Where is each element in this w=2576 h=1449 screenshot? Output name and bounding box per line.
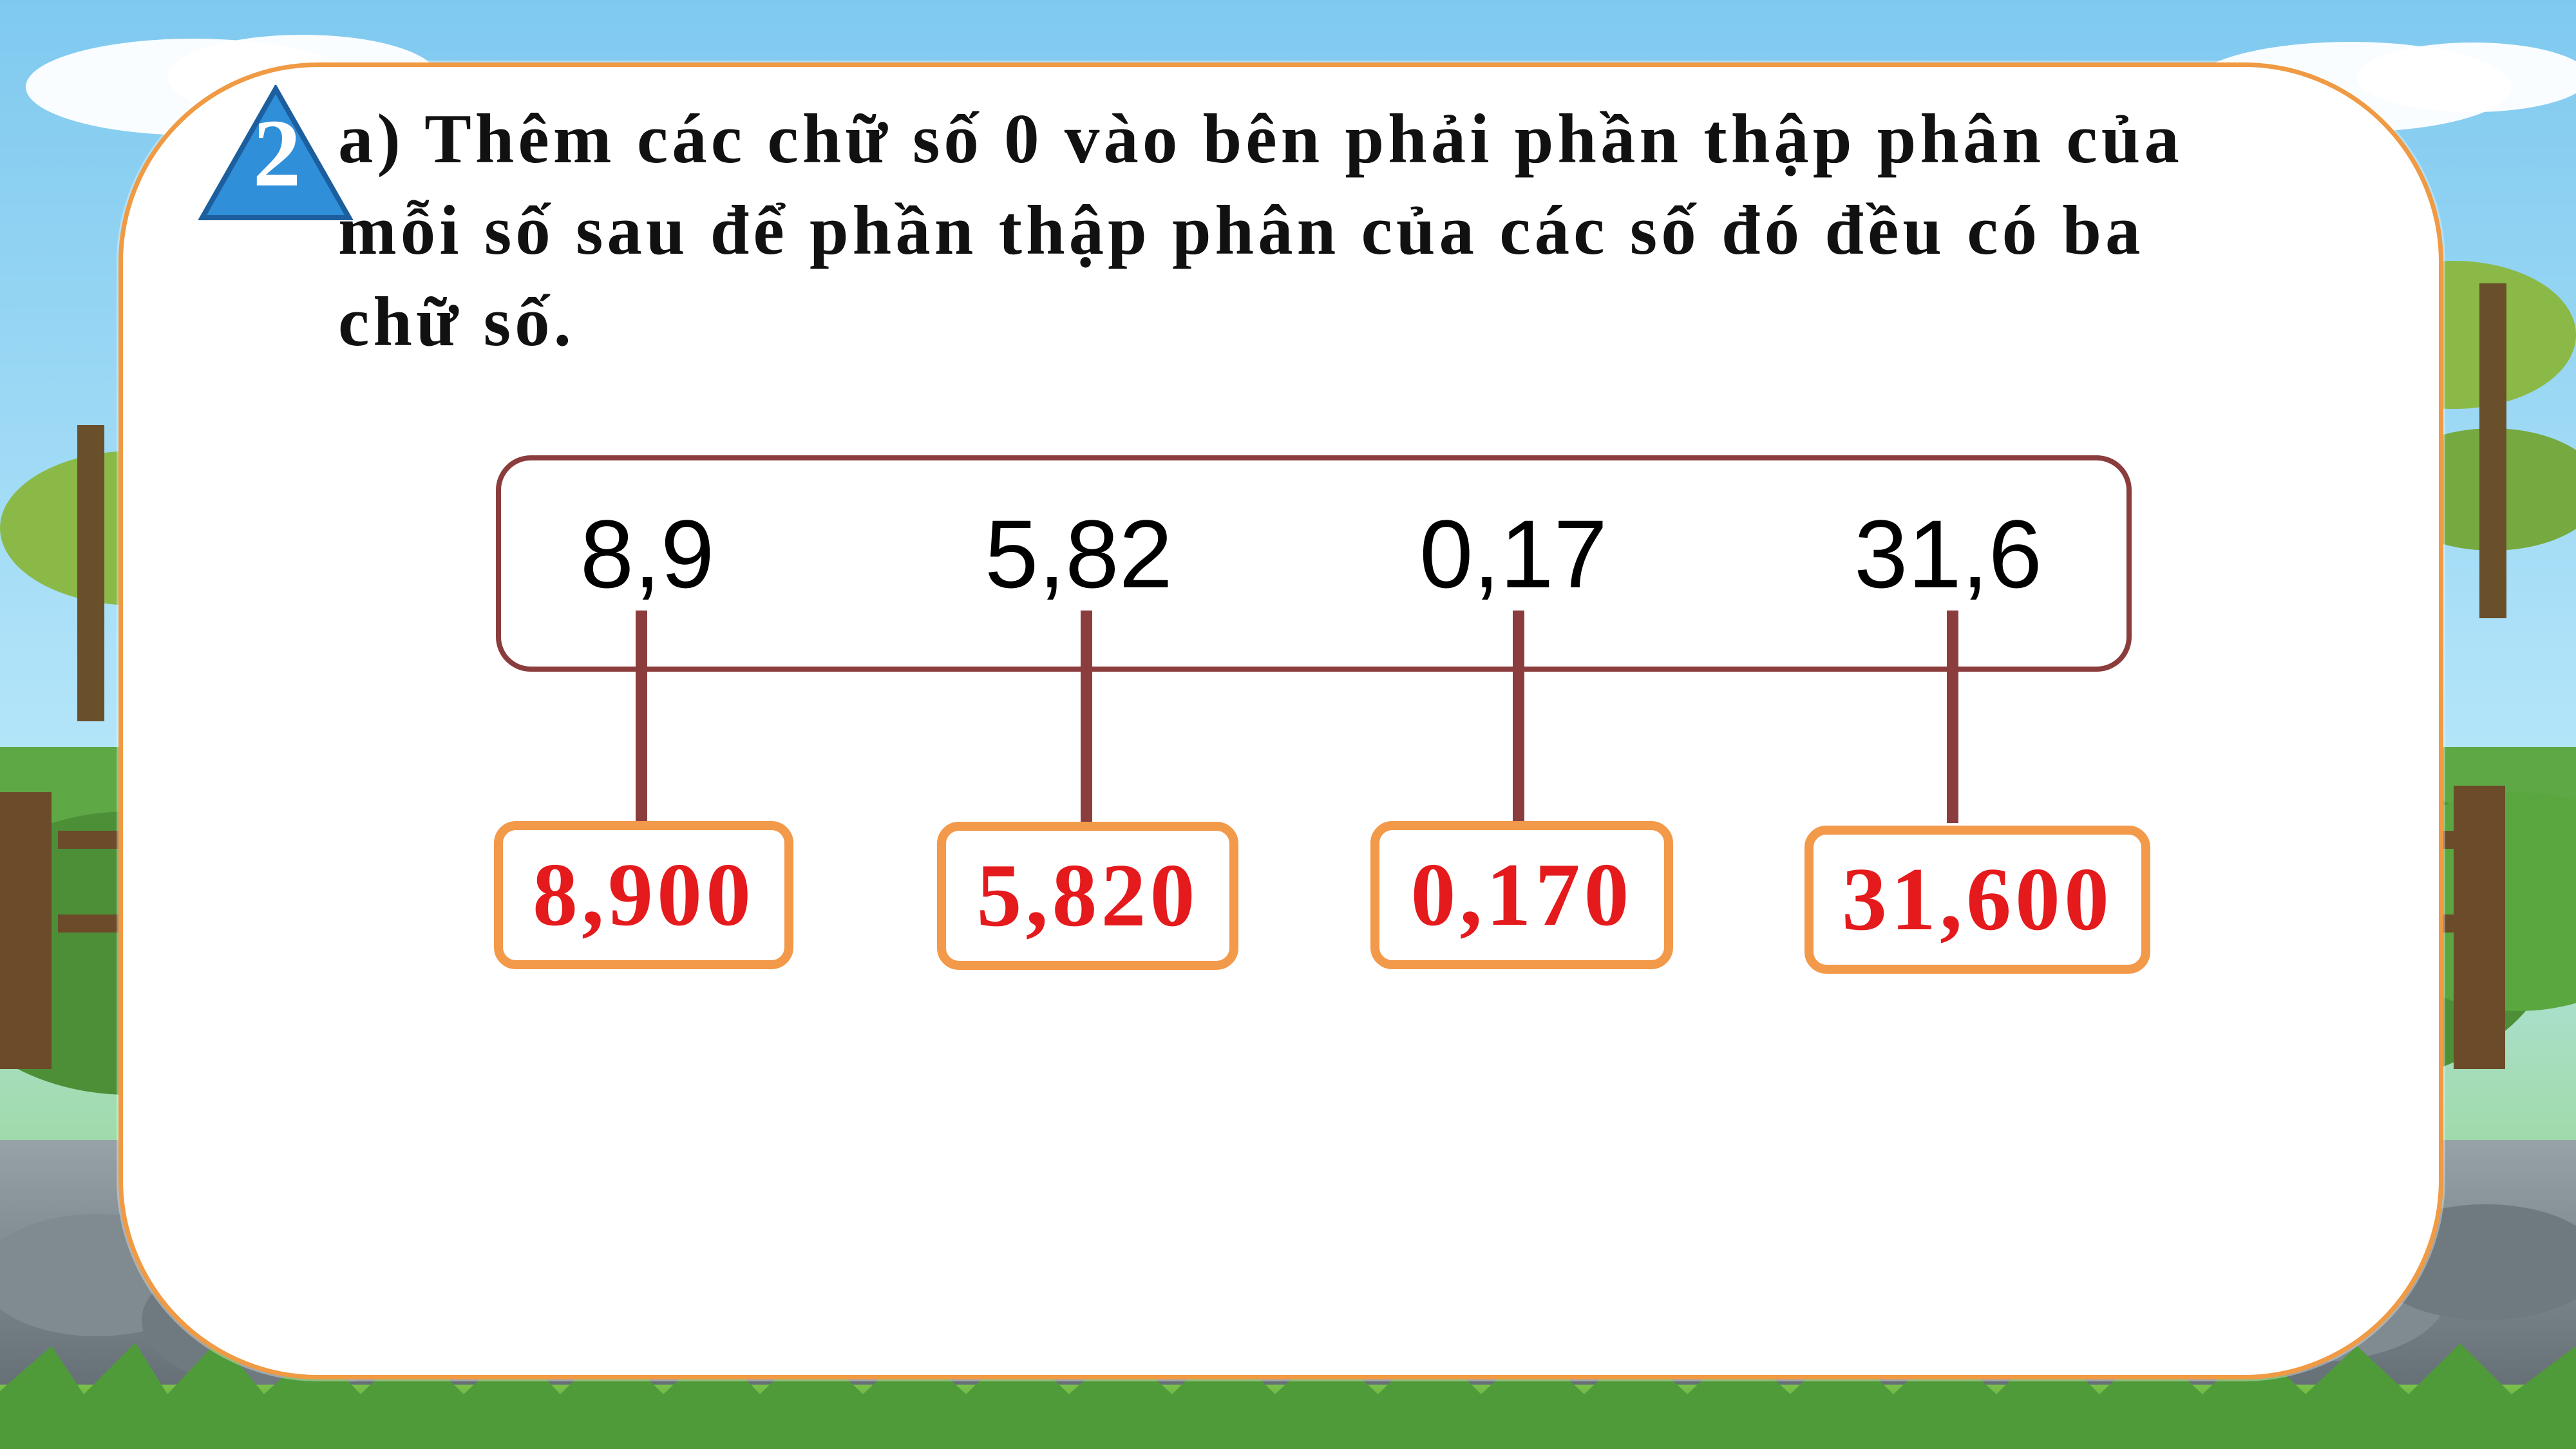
connector-line-3 <box>1513 611 1524 823</box>
exercise-card <box>118 62 2443 1379</box>
answer-text-1: 8,900 <box>533 845 755 945</box>
original-number-2: 5,82 <box>985 500 1173 608</box>
answer-box-4: 31,600 <box>1804 826 2150 974</box>
connector-line-1 <box>636 611 647 823</box>
original-number-4: 31,6 <box>1854 500 2042 608</box>
answer-box-1: 8,900 <box>494 821 793 969</box>
original-number-1: 8,9 <box>580 500 715 608</box>
answer-text-2: 5,820 <box>976 846 1199 945</box>
answer-box-2: 5,820 <box>937 822 1238 970</box>
answer-text-3: 0,170 <box>1410 845 1633 945</box>
original-number-3: 0,17 <box>1419 500 1607 608</box>
question-text: a) Thêm các chữ số 0 vào bên phải phần t… <box>338 100 2183 361</box>
answer-box-3: 0,170 <box>1370 821 1673 969</box>
exercise-number-badge <box>198 85 353 220</box>
answer-text-4: 31,600 <box>1842 849 2113 949</box>
connector-line-2 <box>1081 611 1092 823</box>
exercise-number: 2 <box>252 100 301 207</box>
original-numbers-panel <box>496 455 2132 672</box>
connector-line-4 <box>1947 611 1958 823</box>
